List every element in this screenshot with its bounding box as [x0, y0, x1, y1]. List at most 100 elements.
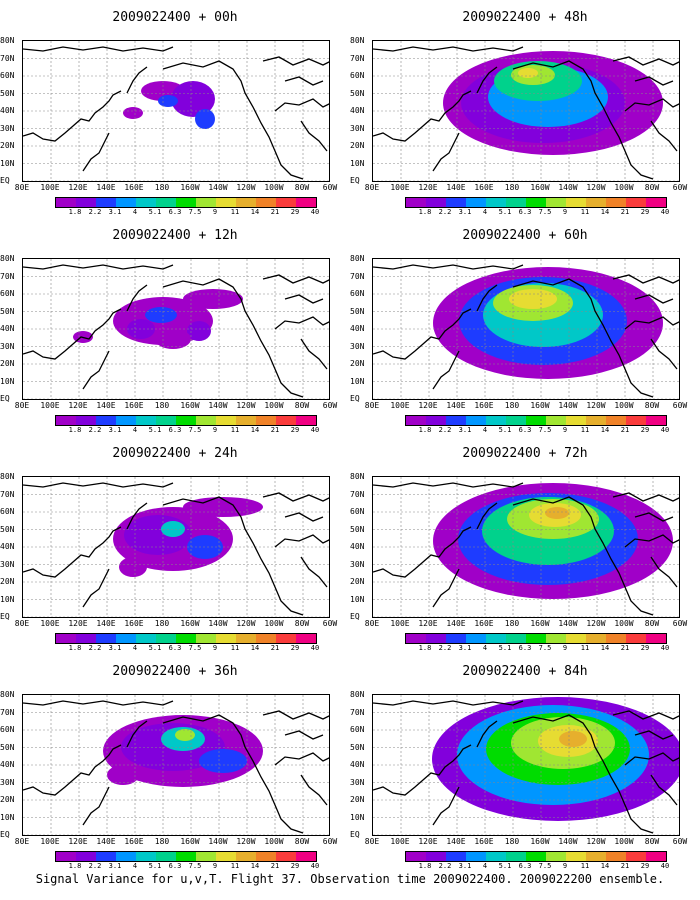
coastline: [162, 278, 304, 398]
latitude-label: 80N: [350, 472, 365, 481]
latitude-label: 60N: [0, 289, 15, 298]
colorbar-label: 21: [620, 644, 630, 652]
colorbar-swatch: [406, 634, 426, 643]
longitude-label: 100E: [40, 837, 60, 846]
coastline: [284, 512, 324, 522]
latitude-label: 80N: [0, 472, 15, 481]
colorbar-swatch: [296, 416, 316, 425]
variance-contour: [107, 765, 139, 785]
colorbar-swatch: [446, 416, 466, 425]
longitude-label: 100E: [390, 619, 410, 628]
coastline: [162, 714, 304, 834]
latitude-label: 70N: [350, 707, 365, 717]
latitude-label: 60N: [350, 507, 365, 516]
colorbar-label: 7.5: [538, 862, 552, 870]
colorbar-swatch: [486, 852, 506, 861]
latitude-label: 80N: [350, 36, 365, 45]
longitude-label: 140E: [96, 619, 116, 628]
latitude-label: 10N: [350, 812, 365, 822]
coastline: [23, 482, 174, 488]
map-canvas: [373, 477, 679, 617]
map-canvas: [373, 41, 679, 181]
latitude-label: EQ: [0, 176, 10, 185]
latitude-label: 80N: [0, 690, 15, 699]
figure-caption: Signal Variance for u,v,T. Flight 37. Ob…: [35, 872, 665, 886]
map-frame: [372, 476, 680, 618]
latitude-label: 70N: [0, 271, 15, 281]
colorbar-label: 40: [310, 208, 320, 216]
latitude-label: 40N: [350, 106, 365, 115]
variance-contour: [183, 289, 243, 309]
colorbar-swatch: [96, 634, 116, 643]
colorbar-swatch: [236, 198, 256, 207]
colorbar-swatch: [486, 634, 506, 643]
colorbar-label: 9: [212, 862, 218, 870]
longitude-label: 120E: [418, 619, 438, 628]
colorbar-swatch: [426, 416, 446, 425]
longitude-label: 120E: [418, 401, 438, 410]
longitude-label: 140E: [446, 183, 466, 192]
colorbar-label: 21: [270, 862, 280, 870]
longitude-label: 60W: [322, 837, 338, 846]
coastline: [612, 274, 679, 284]
colorbar-label: 2.2: [438, 862, 452, 870]
colorbar-label: 2.2: [88, 644, 102, 652]
colorbar-swatch: [506, 852, 526, 861]
variance-contour: [175, 729, 195, 741]
latitude-label: 60N: [350, 289, 365, 298]
colorbar-label: 21: [270, 644, 280, 652]
colorbar-label: 1.8: [68, 644, 82, 652]
colorbar-swatch: [56, 416, 76, 425]
panel-title: 2009022400 + 24h: [112, 446, 238, 461]
colorbar-label: 1.8: [418, 208, 432, 216]
colorbar-label: 9: [562, 862, 568, 870]
longitude-label: 160W: [530, 619, 550, 628]
colorbar-label: 5.1: [148, 862, 162, 870]
coastline: [512, 496, 654, 616]
colorbar-label: 5.1: [148, 426, 162, 434]
coastline: [512, 714, 654, 834]
variance-contour: [199, 749, 247, 773]
variance-contour: [124, 515, 192, 555]
colorbar-label: 3.1: [108, 862, 122, 870]
longitude-label: 140E: [446, 837, 466, 846]
map-canvas: [23, 41, 329, 181]
latitude-label: 50N: [350, 88, 365, 98]
forecast-panel: 2009022400 + 84h 80N 70N 60N 50N 40N 30N 20N 10N…: [350, 654, 700, 874]
colorbar-swatch: [56, 852, 76, 861]
coastline: [650, 556, 678, 588]
colorbar-label: 6.3: [168, 862, 182, 870]
longitude-label: 80W: [294, 837, 310, 846]
longitude-label: 160E: [124, 401, 144, 410]
variance-contour: [187, 321, 211, 341]
colorbar-label: 7.5: [188, 208, 202, 216]
colorbar-swatch: [646, 416, 666, 425]
colorbar-label: 6.3: [518, 208, 532, 216]
longitude-label: 140W: [558, 837, 578, 846]
colorbar-swatch: [176, 416, 196, 425]
colorbar-swatch: [176, 198, 196, 207]
coastline: [162, 60, 304, 180]
colorbar-label: 6.3: [518, 862, 532, 870]
colorbar-swatch: [156, 416, 176, 425]
latitude-label: 50N: [0, 742, 15, 752]
panel-title: 2009022400 + 72h: [462, 446, 588, 461]
latitude-label: 20N: [350, 795, 365, 804]
colorbar-swatch: [626, 852, 646, 861]
longitude-label: 80E: [14, 183, 30, 192]
longitude-label: 60W: [322, 183, 338, 192]
longitude-label: 100W: [264, 183, 284, 192]
variance-contour: [119, 557, 147, 577]
colorbar-swatch: [606, 198, 626, 207]
longitude-label: 80W: [294, 183, 310, 192]
coastline: [262, 492, 329, 502]
colorbar: [55, 197, 317, 208]
colorbar-swatch: [426, 634, 446, 643]
colorbar-swatch: [116, 852, 136, 861]
coastline: [373, 46, 524, 52]
colorbar-swatch: [116, 634, 136, 643]
forecast-panel: 2009022400 + 72h 80N 70N 60N 50N 40N 30N 20N 10N…: [350, 436, 700, 656]
coastline: [262, 710, 329, 720]
latitude-label: 20N: [0, 577, 15, 586]
colorbar-label: 6.3: [168, 644, 182, 652]
